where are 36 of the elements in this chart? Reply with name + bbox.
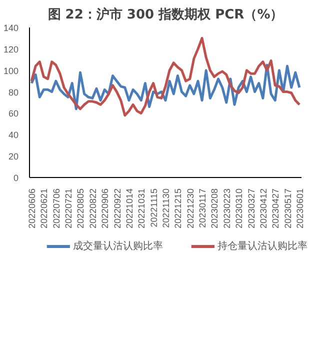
x-tick-label: 20220721 [64,188,74,229]
x-tick-label: 20220621 [39,188,50,229]
x-tick-label: 20230208 [210,188,220,229]
y-tick-label: 0 [13,173,19,183]
x-tick-label: 20220906 [100,188,110,229]
x-tick-label: 20230427 [270,188,281,229]
y-tick-label: 80 [8,87,19,98]
x-tick-label: 20220822 [88,188,98,229]
y-tick-label: 100 [3,66,19,76]
chart-title: 图 22：沪市 300 指数期权 PCR（%） [48,6,284,22]
legend-label: 成交量认沽认购比率 [72,240,163,252]
x-tick-label: 20230310 [234,188,244,229]
x-tick-label: 20221031 [136,188,147,229]
x-tick-label: 20221115 [148,188,159,228]
y-tick-label: 40 [8,130,19,140]
x-tick-label: 20230517 [282,188,293,229]
x-tick-label: 20230117 [198,188,208,228]
x-tick-label: 20230223 [222,188,232,229]
line-series [30,36,301,117]
x-tick-label: 20221230 [185,188,196,229]
y-tick-label: 140 [3,23,19,33]
x-tick-label: 20220922 [112,188,122,229]
line-series [30,64,301,110]
x-tick-label: 20221215 [173,188,184,229]
x-tick-label: 20221014 [124,188,134,229]
x-tick-label: 20221130 [161,188,171,228]
x-tick-label: 20220706 [51,188,62,229]
y-tick-label: 120 [3,44,19,54]
x-tick-label: 20230412 [258,188,268,229]
y-tick-label: 60 [8,108,19,119]
legend-label: 持仓量认沽认购比率 [217,240,308,252]
x-tick-label: 20230327 [246,188,256,229]
x-tick-label: 20220606 [27,188,38,229]
y-tick-label: 20 [8,152,19,162]
x-tick-label: 20230601 [294,188,305,229]
x-tick-label: 20220805 [76,188,86,229]
